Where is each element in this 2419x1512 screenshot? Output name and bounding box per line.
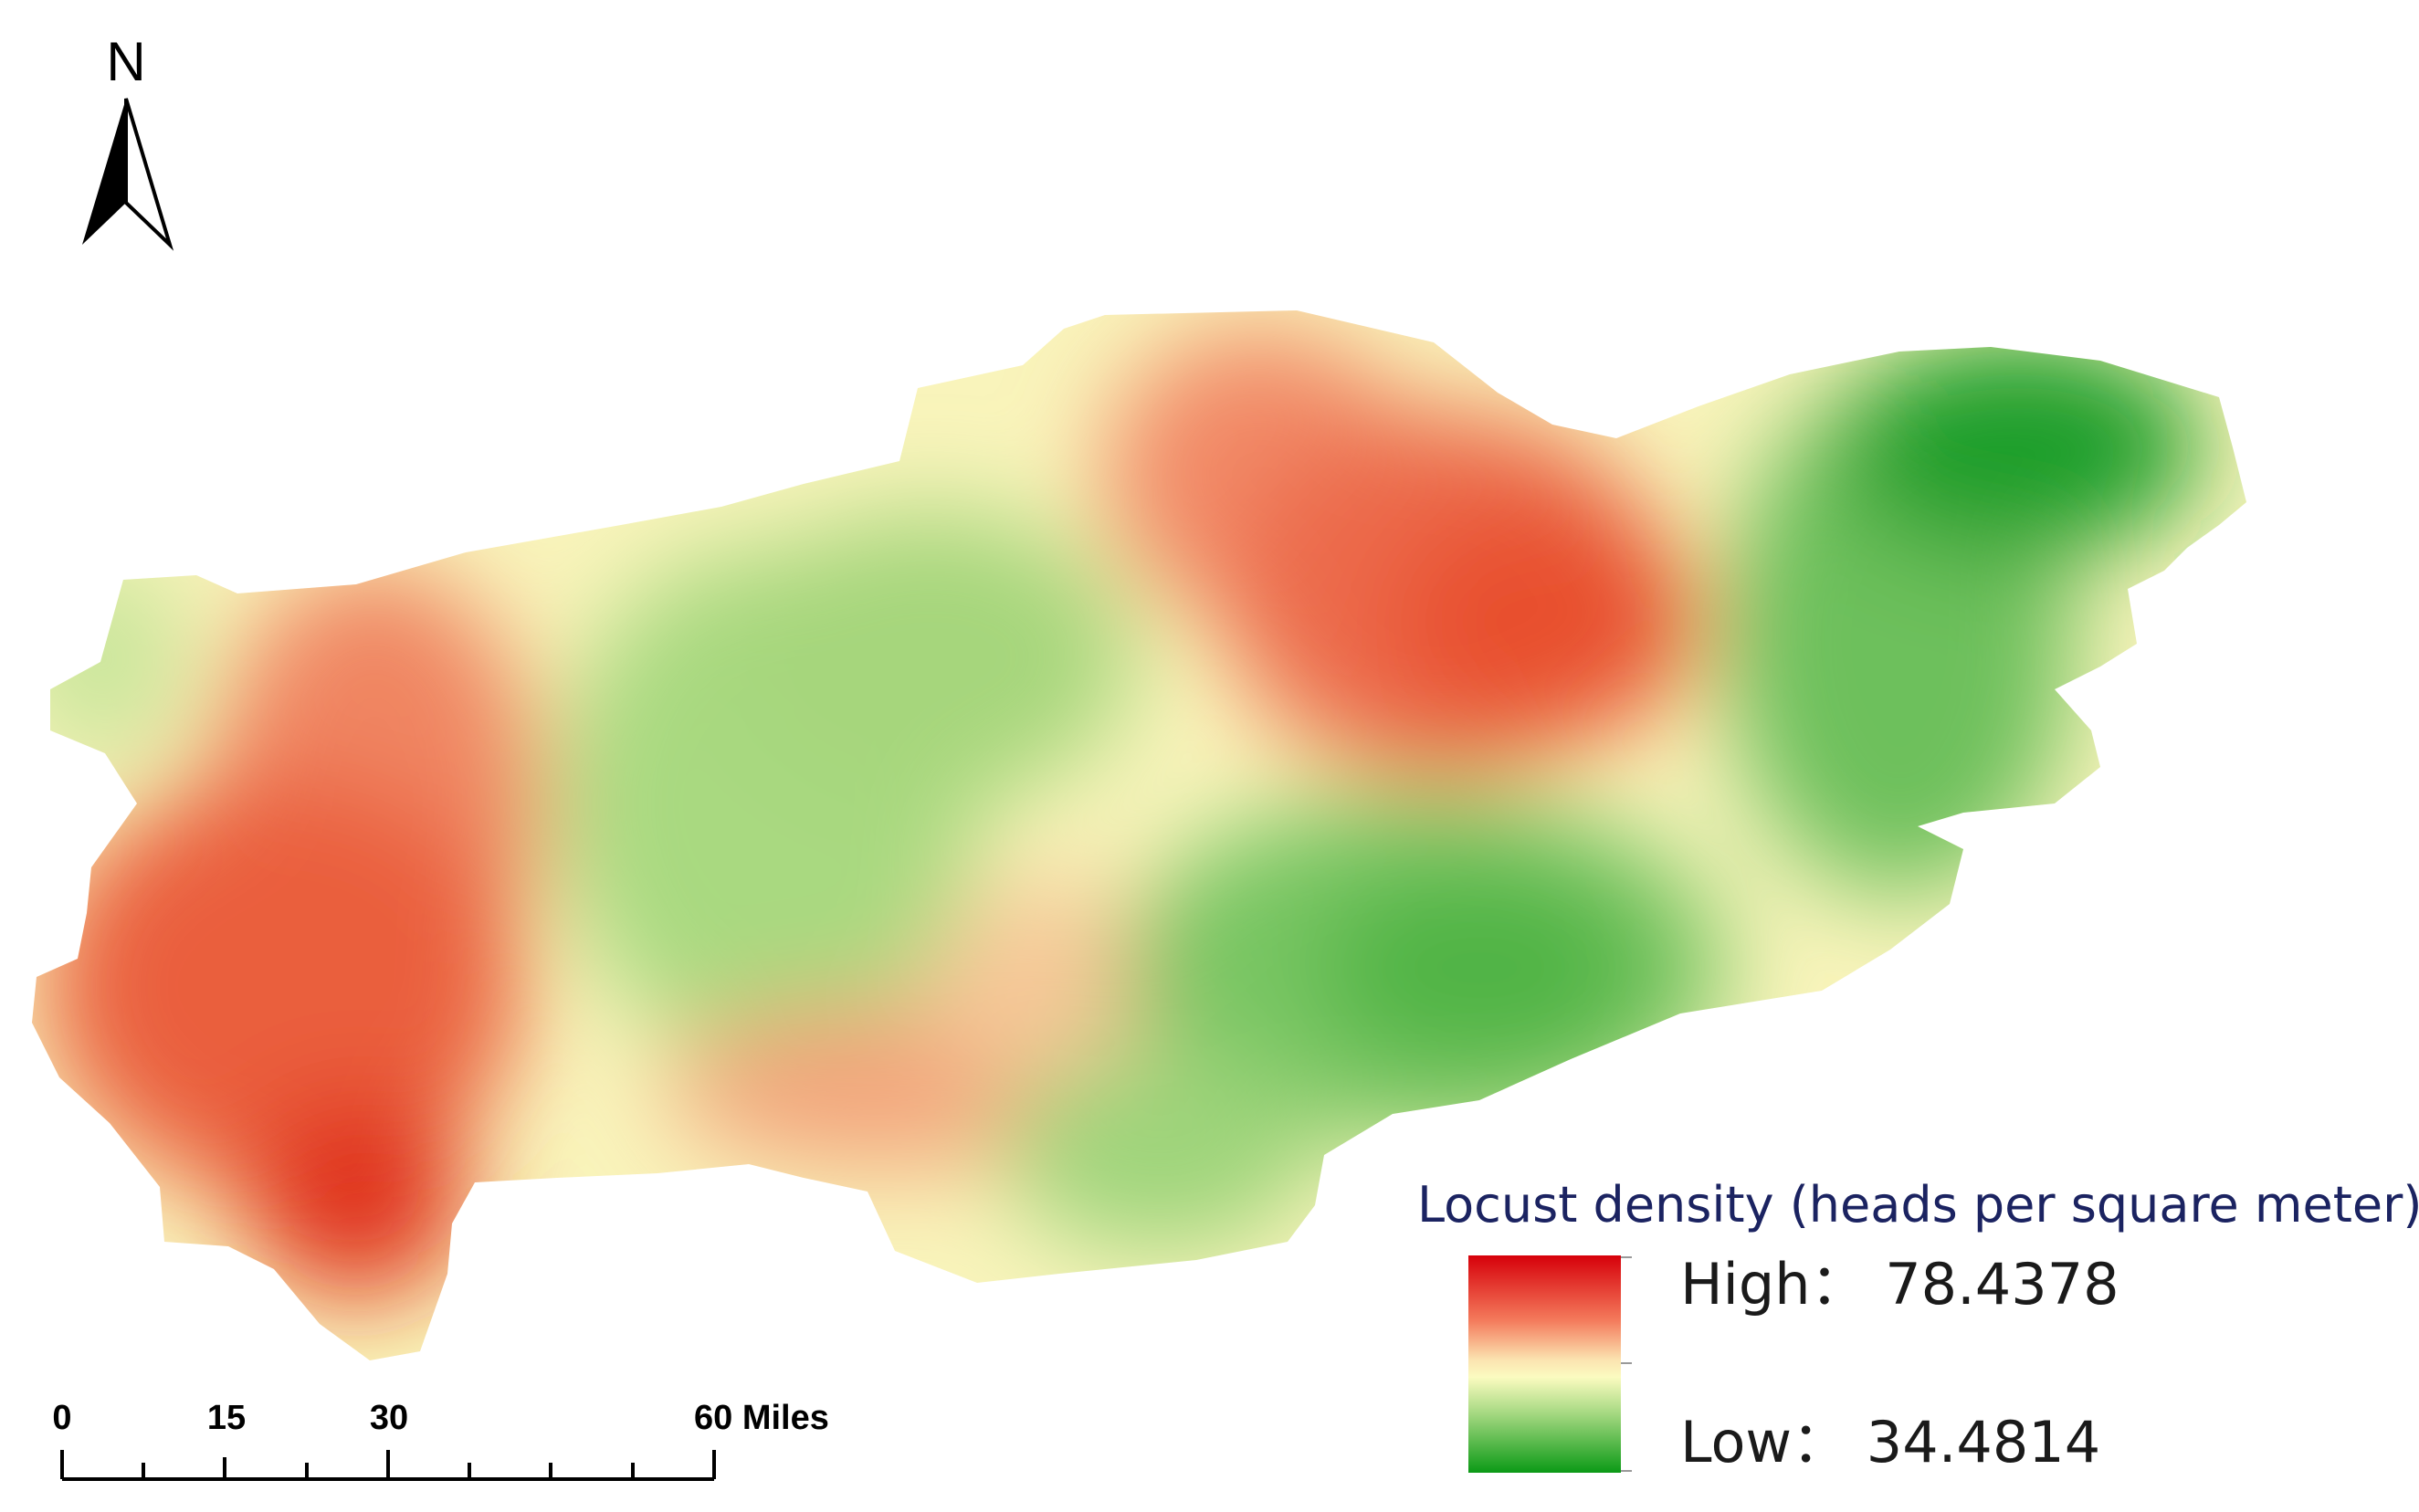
scale-bar-ticks xyxy=(60,1450,716,1481)
scale-label-30: 30 xyxy=(370,1399,408,1437)
scale-label-60: 60 Miles xyxy=(694,1399,829,1437)
legend-high-label: High： 78.4378 xyxy=(1680,1251,2119,1318)
north-letter: N xyxy=(106,31,145,92)
legend-title: Locust density (heads per square meter) xyxy=(1417,1176,2419,1234)
scale-label-0: 0 xyxy=(52,1399,71,1437)
north-arrow: N xyxy=(82,31,174,251)
density-region xyxy=(32,310,2246,1360)
scale-bar: 0 15 30 60 Miles xyxy=(52,1399,829,1481)
north-arrow-icon xyxy=(82,98,174,251)
scale-label-15: 15 xyxy=(207,1399,246,1437)
legend: Locust density (heads per square meter) … xyxy=(1417,1176,2419,1475)
legend-color-ramp xyxy=(1468,1255,1621,1473)
legend-low-label: Low： 34.4814 xyxy=(1680,1409,2100,1475)
